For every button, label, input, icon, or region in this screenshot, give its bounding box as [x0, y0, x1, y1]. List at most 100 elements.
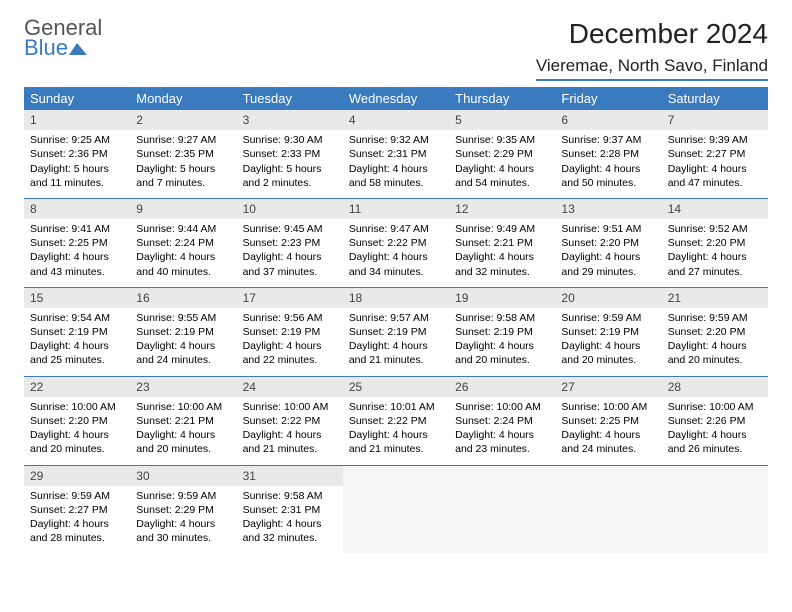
daylight-text: Daylight: 4 hours and 25 minutes. — [30, 339, 124, 367]
sunset-text: Sunset: 2:19 PM — [30, 325, 124, 339]
calendar-day-cell: 12Sunrise: 9:49 AMSunset: 2:21 PMDayligh… — [449, 198, 555, 287]
day-number: 17 — [237, 288, 343, 308]
calendar-day-cell: 7Sunrise: 9:39 AMSunset: 2:27 PMDaylight… — [662, 110, 768, 198]
day-number: 26 — [449, 377, 555, 397]
daylight-text: Daylight: 4 hours and 54 minutes. — [455, 162, 549, 190]
daylight-text: Daylight: 4 hours and 21 minutes. — [349, 428, 443, 456]
daylight-text: Daylight: 4 hours and 24 minutes. — [136, 339, 230, 367]
calendar-day-cell: 8Sunrise: 9:41 AMSunset: 2:25 PMDaylight… — [24, 198, 130, 287]
sunset-text: Sunset: 2:20 PM — [668, 325, 762, 339]
calendar-day-cell: 29Sunrise: 9:59 AMSunset: 2:27 PMDayligh… — [24, 465, 130, 553]
calendar-day-cell: 24Sunrise: 10:00 AMSunset: 2:22 PMDaylig… — [237, 376, 343, 465]
calendar-day-cell: 2Sunrise: 9:27 AMSunset: 2:35 PMDaylight… — [130, 110, 236, 198]
day-number: 19 — [449, 288, 555, 308]
logo: General Blue — [24, 18, 102, 58]
daylight-text: Daylight: 4 hours and 21 minutes. — [243, 428, 337, 456]
day-number: 3 — [237, 110, 343, 130]
day-number: 18 — [343, 288, 449, 308]
day-number: 24 — [237, 377, 343, 397]
day-number: 6 — [555, 110, 661, 130]
day-number: 16 — [130, 288, 236, 308]
sunrise-text: Sunrise: 9:57 AM — [349, 311, 443, 325]
logo-text-line2: Blue — [24, 35, 68, 60]
daylight-text: Daylight: 5 hours and 7 minutes. — [136, 162, 230, 190]
sunset-text: Sunset: 2:22 PM — [349, 414, 443, 428]
sunrise-text: Sunrise: 9:35 AM — [455, 133, 549, 147]
calendar-day-cell: 6Sunrise: 9:37 AMSunset: 2:28 PMDaylight… — [555, 110, 661, 198]
sunrise-text: Sunrise: 10:00 AM — [30, 400, 124, 414]
calendar-day-cell: 4Sunrise: 9:32 AMSunset: 2:31 PMDaylight… — [343, 110, 449, 198]
day-number: 2 — [130, 110, 236, 130]
day-number: 21 — [662, 288, 768, 308]
calendar-day-cell: . — [449, 465, 555, 553]
sunrise-text: Sunrise: 10:00 AM — [668, 400, 762, 414]
calendar-day-cell: 21Sunrise: 9:59 AMSunset: 2:20 PMDayligh… — [662, 287, 768, 376]
day-number: 31 — [237, 466, 343, 486]
sunset-text: Sunset: 2:19 PM — [349, 325, 443, 339]
sunrise-text: Sunrise: 10:00 AM — [243, 400, 337, 414]
weekday-header: Wednesday — [343, 87, 449, 110]
daylight-text: Daylight: 4 hours and 20 minutes. — [136, 428, 230, 456]
day-number: 9 — [130, 199, 236, 219]
calendar-week-row: 15Sunrise: 9:54 AMSunset: 2:19 PMDayligh… — [24, 287, 768, 376]
sunrise-text: Sunrise: 9:37 AM — [561, 133, 655, 147]
sunset-text: Sunset: 2:29 PM — [136, 503, 230, 517]
calendar-day-cell: 5 Sunrise: 9:35 AMSunset: 2:29 PMDaylight… — [449, 110, 555, 198]
calendar-day-cell: 1Sunrise: 9:25 AMSunset: 2:36 PMDaylight… — [24, 110, 130, 198]
calendar-day-cell: 31Sunrise: 9:58 AMSunset: 2:31 PMDayligh… — [237, 465, 343, 553]
daylight-text: Daylight: 4 hours and 30 minutes. — [136, 517, 230, 545]
sunset-text: Sunset: 2:21 PM — [136, 414, 230, 428]
sunrise-text: Sunrise: 9:59 AM — [561, 311, 655, 325]
sunset-text: Sunset: 2:31 PM — [349, 147, 443, 161]
daylight-text: Daylight: 4 hours and 32 minutes. — [455, 250, 549, 278]
sunrise-text: Sunrise: 10:00 AM — [455, 400, 549, 414]
sunset-text: Sunset: 2:19 PM — [243, 325, 337, 339]
calendar-table: SundayMondayTuesdayWednesdayThursdayFrid… — [24, 87, 768, 553]
day-number: 13 — [555, 199, 661, 219]
day-number: 29 — [24, 466, 130, 486]
day-number: 15 — [24, 288, 130, 308]
day-number: 12 — [449, 199, 555, 219]
daylight-text: Daylight: 4 hours and 20 minutes. — [561, 339, 655, 367]
weekday-header: Friday — [555, 87, 661, 110]
sunset-text: Sunset: 2:20 PM — [668, 236, 762, 250]
day-number: 14 — [662, 199, 768, 219]
sunset-text: Sunset: 2:19 PM — [561, 325, 655, 339]
day-number: 23 — [130, 377, 236, 397]
day-number: 11 — [343, 199, 449, 219]
sunrise-text: Sunrise: 9:59 AM — [136, 489, 230, 503]
day-number: 25 — [343, 377, 449, 397]
day-number: 4 — [343, 110, 449, 130]
weekday-header: Thursday — [449, 87, 555, 110]
sunset-text: Sunset: 2:26 PM — [668, 414, 762, 428]
day-number: 5 — [449, 110, 555, 130]
header: General Blue December 2024 Vieremae, Nor… — [24, 18, 768, 81]
weekday-header: Sunday — [24, 87, 130, 110]
sunrise-text: Sunrise: 9:55 AM — [136, 311, 230, 325]
calendar-week-row: 1Sunrise: 9:25 AMSunset: 2:36 PMDaylight… — [24, 110, 768, 198]
daylight-text: Daylight: 4 hours and 22 minutes. — [243, 339, 337, 367]
weekday-header: Tuesday — [237, 87, 343, 110]
calendar-day-cell: 11Sunrise: 9:47 AMSunset: 2:22 PMDayligh… — [343, 198, 449, 287]
page-title: December 2024 — [536, 18, 768, 50]
day-number: 30 — [130, 466, 236, 486]
calendar-week-row: 29Sunrise: 9:59 AMSunset: 2:27 PMDayligh… — [24, 465, 768, 553]
calendar-header-row: SundayMondayTuesdayWednesdayThursdayFrid… — [24, 87, 768, 110]
sunset-text: Sunset: 2:23 PM — [243, 236, 337, 250]
sunrise-text: Sunrise: 9:58 AM — [243, 489, 337, 503]
calendar-day-cell: 20Sunrise: 9:59 AMSunset: 2:19 PMDayligh… — [555, 287, 661, 376]
sunset-text: Sunset: 2:25 PM — [30, 236, 124, 250]
calendar-day-cell: 16Sunrise: 9:55 AMSunset: 2:19 PMDayligh… — [130, 287, 236, 376]
calendar-day-cell: 19Sunrise: 9:58 AMSunset: 2:19 PMDayligh… — [449, 287, 555, 376]
sunrise-text: Sunrise: 9:27 AM — [136, 133, 230, 147]
calendar-day-cell: 15Sunrise: 9:54 AMSunset: 2:19 PMDayligh… — [24, 287, 130, 376]
sunrise-text: Sunrise: 9:39 AM — [668, 133, 762, 147]
daylight-text: Daylight: 4 hours and 34 minutes. — [349, 250, 443, 278]
day-number: 7 — [662, 110, 768, 130]
sunset-text: Sunset: 2:31 PM — [243, 503, 337, 517]
calendar-week-row: 8Sunrise: 9:41 AMSunset: 2:25 PMDaylight… — [24, 198, 768, 287]
sunset-text: Sunset: 2:29 PM — [455, 147, 549, 161]
daylight-text: Daylight: 5 hours and 11 minutes. — [30, 162, 124, 190]
page-subtitle: Vieremae, North Savo, Finland — [536, 56, 768, 81]
daylight-text: Daylight: 4 hours and 20 minutes. — [668, 339, 762, 367]
